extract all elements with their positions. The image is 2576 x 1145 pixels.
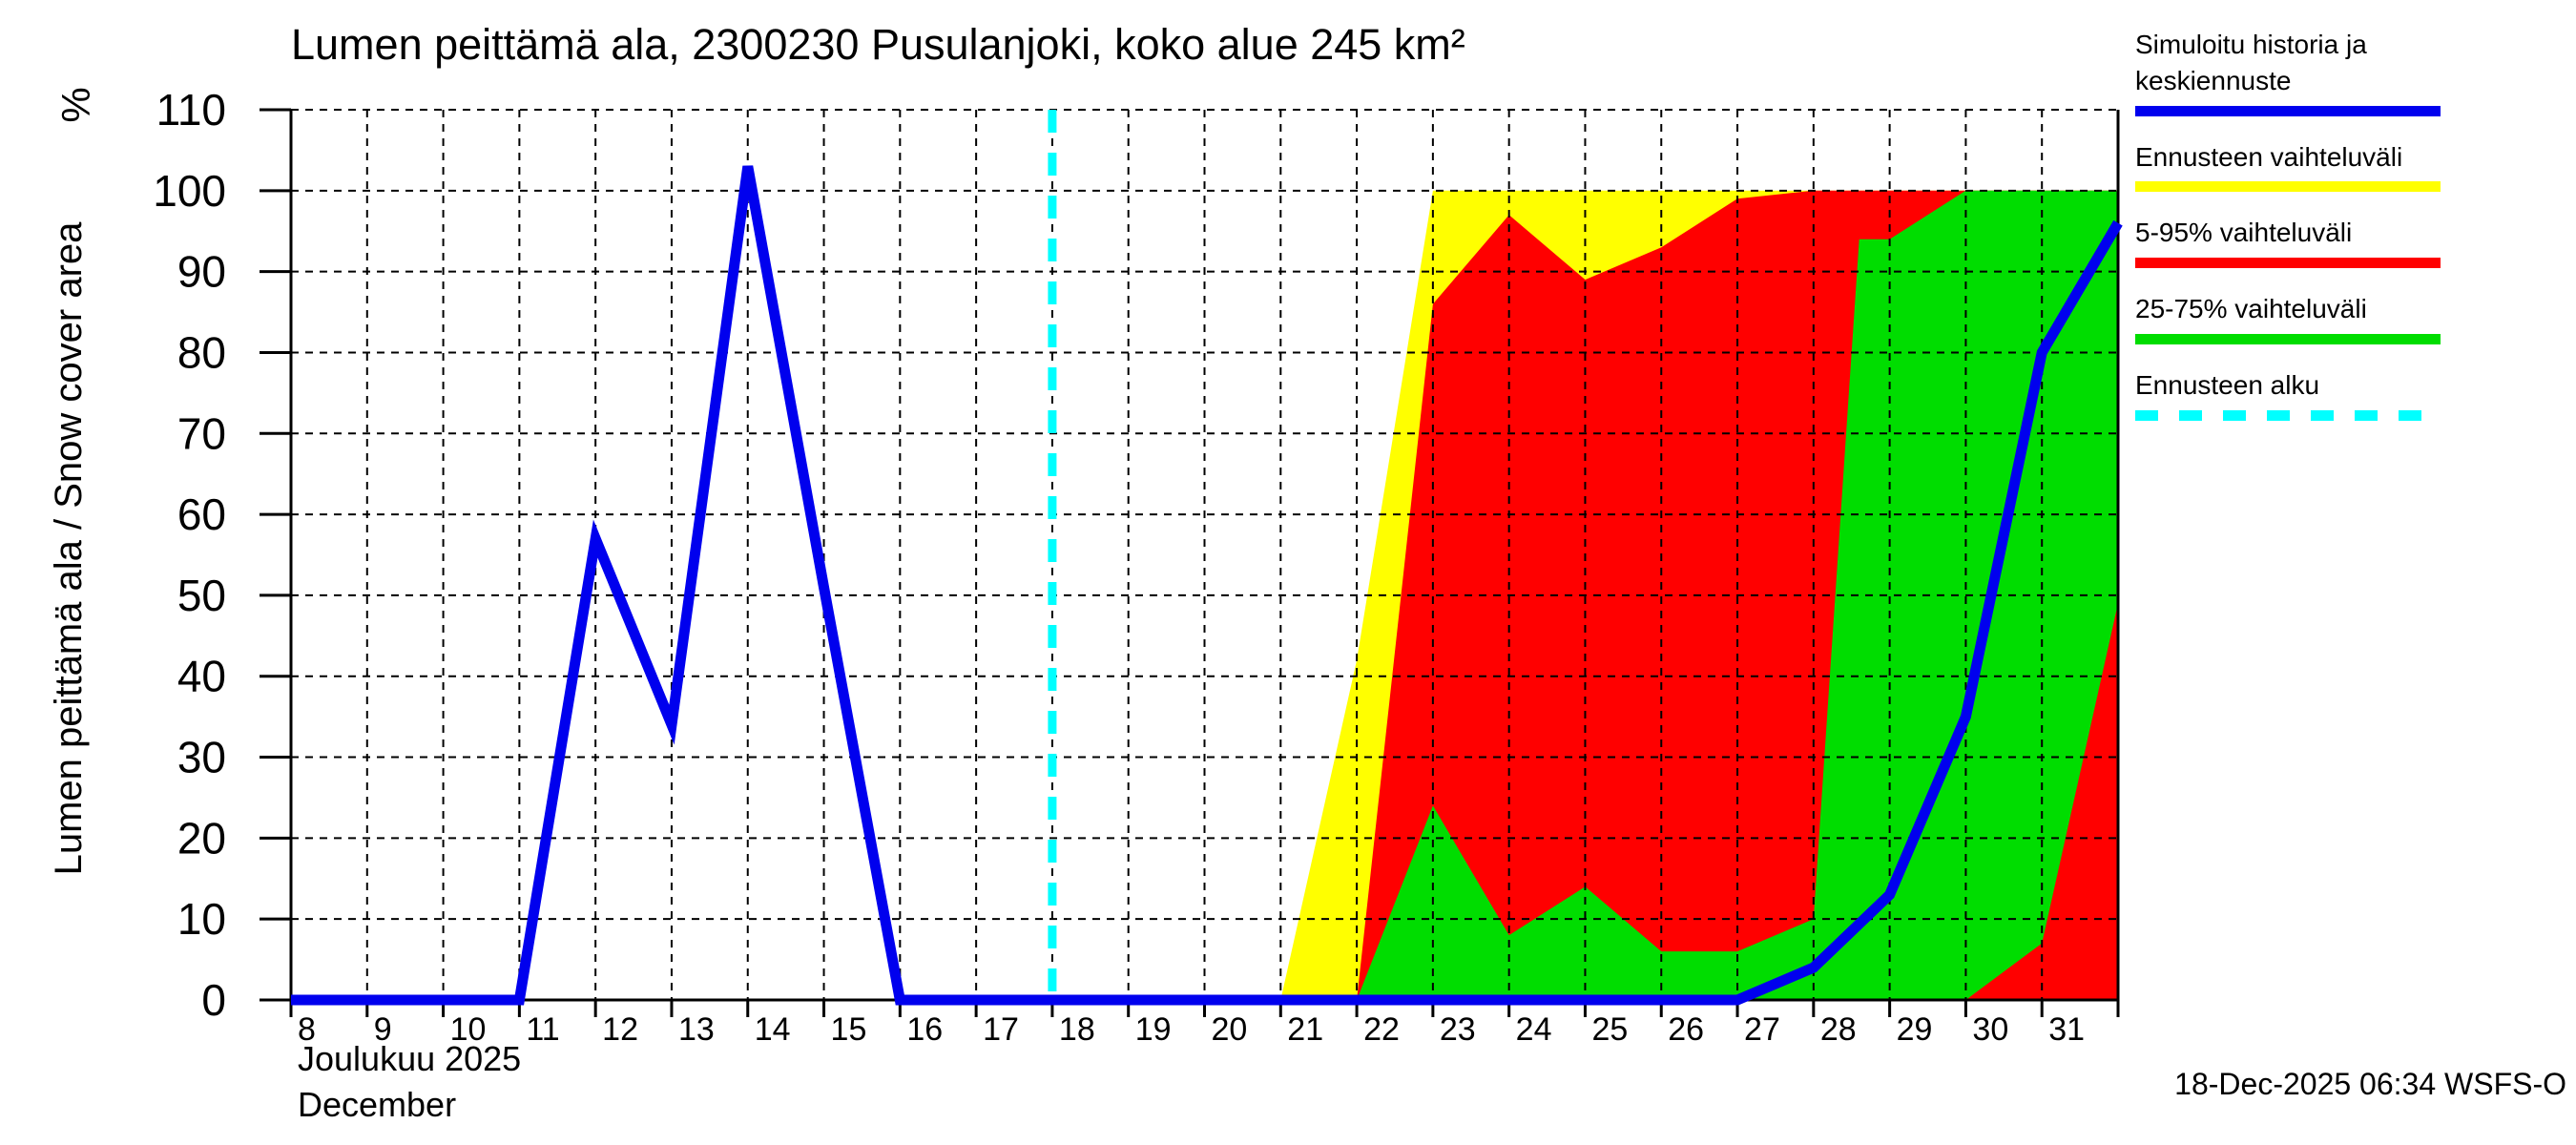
y-tick-label: 50 (177, 571, 226, 620)
legend-label: 25-75% vaihteluväli (2135, 294, 2367, 324)
x-tick-label: 24 (1516, 1011, 1552, 1048)
x-tick-label: 14 (755, 1011, 791, 1048)
x-tick-label: 21 (1287, 1011, 1323, 1048)
legend-label: Ennusteen alku (2135, 369, 2320, 400)
legend-item-3: 25-75% vaihteluväli (2135, 291, 2569, 344)
x-tick-label: 10 (450, 1011, 487, 1048)
legend-item-2: 5-95% vaihteluväli (2135, 215, 2569, 269)
legend: Simuloitu historia ja keskiennuste Ennust… (2135, 27, 2569, 444)
x-axis-month-finnish: Joulukuu 2025 (298, 1039, 522, 1078)
legend-swatch (2135, 333, 2441, 344)
y-tick-labels: 0 10 20 30 40 50 60 70 80 90 100 110 (153, 85, 226, 1025)
y-tick-label: 110 (156, 85, 226, 135)
y-axis-unit: % (53, 87, 98, 123)
y-tick-label: 70 (177, 408, 226, 458)
x-tick-label: 12 (602, 1011, 638, 1048)
x-tick-label: 9 (374, 1011, 392, 1048)
median-line (291, 165, 2123, 1006)
legend-item-4: Ennusteen alku (2135, 367, 2569, 421)
legend-swatch (2135, 181, 2441, 193)
y-tick-label: 10 (177, 894, 226, 944)
legend-label: 5-95% vaihteluväli (2135, 218, 2353, 248)
x-tick-label: 18 (1059, 1011, 1095, 1048)
run-timestamp: 18-Dec-2025 06:34 WSFS-O (2174, 1067, 2566, 1101)
x-tick-label: 15 (831, 1011, 867, 1048)
x-tick-label: 31 (2048, 1011, 2085, 1048)
legend-label: Ennusteen vaihteluväli (2135, 141, 2403, 172)
x-tick-label: 28 (1820, 1011, 1857, 1048)
y-tick-label: 60 (177, 489, 226, 539)
legend-item-0: Simuloitu historia ja keskiennuste (2135, 27, 2569, 116)
legend-item-1: Ennusteen vaihteluväli (2135, 139, 2569, 193)
x-tick-label: 20 (1212, 1011, 1248, 1048)
legend-swatch (2135, 409, 2441, 421)
legend-swatch (2135, 105, 2441, 116)
x-tick-label: 26 (1668, 1011, 1704, 1048)
y-tick-label: 20 (177, 813, 226, 863)
x-axis-month-english: December (298, 1085, 457, 1124)
y-tick-label: 0 (201, 975, 226, 1025)
legend-swatch (2135, 258, 2441, 269)
y-tick-label: 40 (177, 652, 226, 701)
chart-title: Lumen peittämä ala, 2300230 Pusulanjoki,… (291, 20, 1465, 69)
x-tick-label: 13 (678, 1011, 715, 1048)
x-tick-label: 16 (906, 1011, 943, 1048)
y-tick-label: 90 (177, 247, 226, 297)
x-tick-labels: 8 9 10 11 12 13 14 15 16 17 18 19 20 21 22 23 24 25 26 27 28… (298, 1011, 2085, 1048)
x-tick-label: 25 (1591, 1011, 1628, 1048)
legend-label: Simuloitu historia ja keskiennuste (2135, 30, 2367, 95)
y-axis-label: Lumen peittämä ala / Snow cover area (48, 221, 90, 876)
y-tick-label: 80 (177, 327, 226, 377)
x-tick-label: 29 (1897, 1011, 1933, 1048)
y-tick-label: 100 (153, 166, 226, 216)
x-tick-label: 11 (526, 1011, 559, 1048)
x-tick-label: 23 (1440, 1011, 1476, 1048)
x-tick-label: 19 (1135, 1011, 1172, 1048)
gridlines (291, 109, 2118, 1000)
x-tick-label: 22 (1363, 1011, 1400, 1048)
y-tick-label: 30 (177, 733, 226, 782)
x-tick-label: 30 (1972, 1011, 2008, 1048)
x-tick-label: 27 (1744, 1011, 1780, 1048)
x-tick-label: 17 (983, 1011, 1019, 1048)
x-tick-label: 8 (298, 1011, 316, 1048)
